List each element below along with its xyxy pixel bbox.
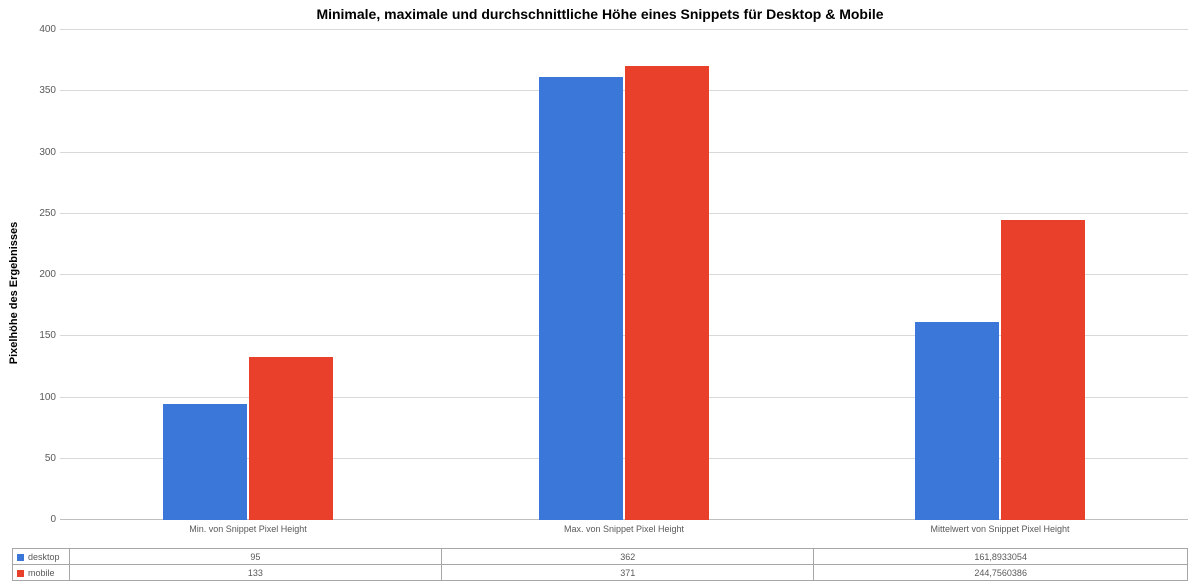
bar-mobile (1001, 220, 1085, 520)
value-cell: 133 (69, 565, 441, 581)
value-cell: 161,8933054 (814, 549, 1188, 565)
y-tick-label: 100 (30, 392, 56, 403)
y-tick-label: 250 (30, 208, 56, 219)
bar-desktop (539, 77, 623, 520)
bar-desktop (915, 322, 999, 520)
y-tick-label: 0 (30, 514, 56, 525)
series-label-cell: mobile (13, 565, 70, 581)
series-label: mobile (28, 568, 55, 578)
series-label-cell: desktop (13, 549, 70, 565)
chart-container: { "chart": { "type": "bar", "title": "Mi… (0, 0, 1200, 585)
value-cell: 371 (442, 565, 814, 581)
y-tick-label: 350 (30, 85, 56, 96)
data-table: desktop 95362161,8933054 mobile 133371244,7… (12, 548, 1188, 581)
value-cell: 95 (69, 549, 441, 565)
gridline (60, 90, 1188, 91)
y-tick-label: 300 (30, 147, 56, 158)
bar-desktop (163, 404, 247, 520)
legend-swatch (17, 570, 24, 577)
category-label: Max. von Snippet Pixel Height (436, 524, 812, 534)
series-label: desktop (28, 552, 60, 562)
y-tick-label: 200 (30, 269, 56, 280)
table-row: mobile 133371244,7560386 (13, 565, 1188, 581)
category-label: Min. von Snippet Pixel Height (60, 524, 436, 534)
table-row: desktop 95362161,8933054 (13, 549, 1188, 565)
gridline (60, 213, 1188, 214)
chart-title: Minimale, maximale und durchschnittliche… (0, 6, 1200, 22)
value-cell: 244,7560386 (814, 565, 1188, 581)
bar-mobile (625, 66, 709, 520)
y-tick-label: 400 (30, 24, 56, 35)
value-cell: 362 (442, 549, 814, 565)
y-axis-label: Pixelhöhe des Ergebnisses (8, 221, 20, 363)
plot-area (60, 30, 1188, 520)
y-tick-label: 150 (30, 330, 56, 341)
legend-swatch (17, 554, 24, 561)
y-tick-label: 50 (30, 453, 56, 464)
bar-mobile (249, 357, 333, 520)
gridline (60, 152, 1188, 153)
category-label: Mittelwert von Snippet Pixel Height (812, 524, 1188, 534)
gridline (60, 29, 1188, 30)
